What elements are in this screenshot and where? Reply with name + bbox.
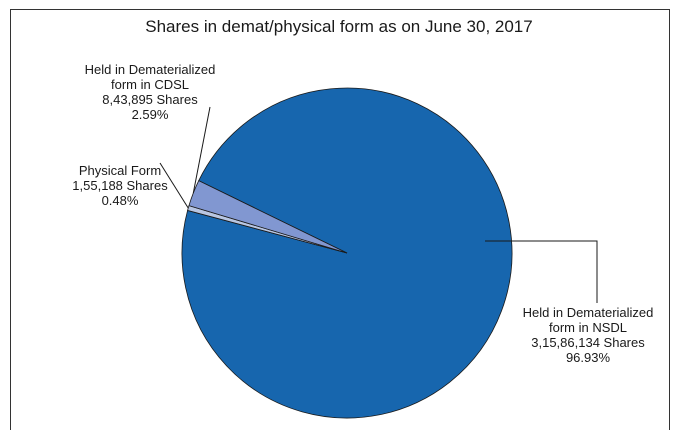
label-cdsl-line2: form in CDSL [60,77,240,92]
label-physical: Physical Form 1,55,188 Shares 0.48% [55,163,185,208]
label-cdsl-shares: 8,43,895 Shares [60,92,240,107]
label-physical-line1: Physical Form [55,163,185,178]
label-nsdl-shares: 3,15,86,134 Shares [503,335,673,350]
label-cdsl-line1: Held in Dematerialized [60,62,240,77]
label-cdsl-percent: 2.59% [60,107,240,122]
label-physical-percent: 0.48% [55,193,185,208]
label-nsdl-line2: form in NSDL [503,320,673,335]
label-nsdl-line1: Held in Dematerialized [503,305,673,320]
label-physical-shares: 1,55,188 Shares [55,178,185,193]
label-nsdl-percent: 96.93% [503,350,673,365]
label-nsdl: Held in Dematerialized form in NSDL 3,15… [503,305,673,365]
label-cdsl: Held in Dematerialized form in CDSL 8,43… [60,62,240,122]
